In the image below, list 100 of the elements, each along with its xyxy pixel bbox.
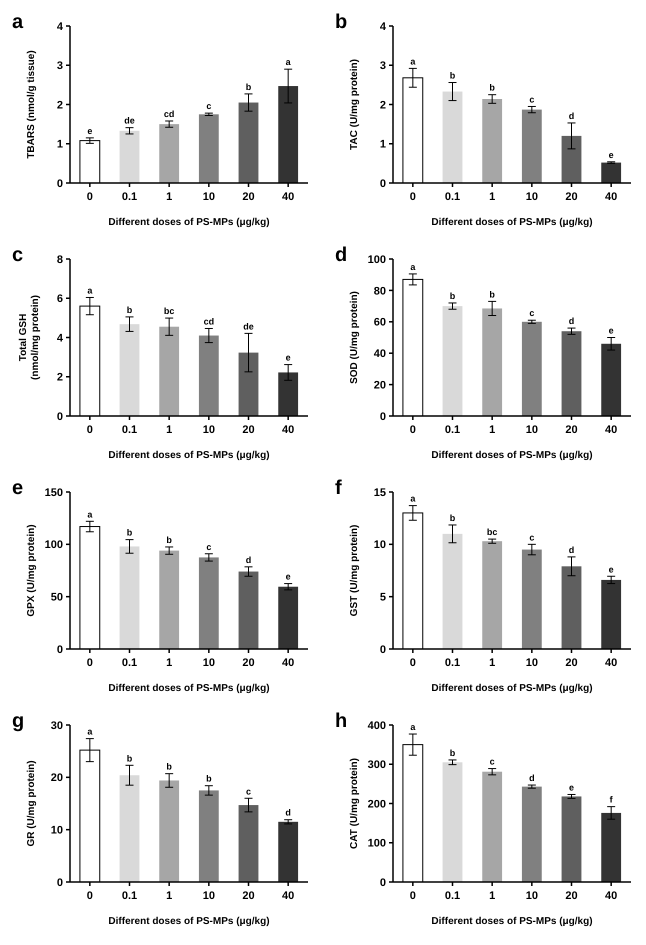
chart-title: b (335, 11, 348, 33)
x-tick-label: 40 (282, 424, 294, 436)
x-tick-label: 0.1 (444, 890, 460, 902)
annotation: a (410, 262, 416, 272)
annotation: e (286, 572, 291, 582)
x-tick-label: 1 (489, 890, 496, 902)
x-tick-label: 20 (242, 657, 255, 669)
y-tick-label: 100 (44, 539, 63, 552)
x-tick-label: 10 (202, 424, 215, 436)
annotation: c (206, 101, 212, 112)
x-tick-label: 0.1 (122, 191, 138, 203)
chart-title: a (12, 11, 24, 33)
annotation: b (126, 528, 133, 538)
annotation: b (166, 534, 172, 545)
x-tick-label: 1 (489, 424, 496, 436)
x-tick-label: 40 (605, 191, 618, 203)
y-axis-title: TAC (U/mg protein) (349, 59, 360, 150)
annotation: bc (486, 527, 498, 538)
annotation: a (87, 509, 94, 520)
chart-title: e (12, 477, 24, 499)
annotation: d (568, 316, 574, 326)
x-tick-label: 0.1 (122, 890, 138, 902)
y-tick-label: 0 (380, 644, 386, 656)
annotation: cd (164, 108, 174, 119)
x-tick-label: 20 (242, 890, 255, 902)
x-tick-label: 40 (282, 657, 294, 669)
annotation: c (529, 94, 534, 104)
x-tick-label: 0.1 (122, 657, 138, 669)
x-tick-label: 0 (410, 890, 416, 902)
x-tick-label: 0.1 (444, 191, 460, 203)
x-tick-label: 0 (86, 890, 93, 902)
annotation: d (529, 773, 535, 784)
y-tick-label: 6 (56, 293, 63, 306)
y-axis-title: CAT (U/mg protein) (349, 758, 360, 849)
annotation: b (246, 82, 252, 92)
x-tick-label: 1 (166, 657, 172, 669)
y-tick-label: 3 (380, 60, 386, 72)
x-tick-label: 20 (242, 191, 255, 203)
y-tick-label: 80 (374, 285, 386, 298)
annotation: b (450, 748, 456, 758)
x-tick-label: 0.1 (122, 424, 138, 436)
x-axis-title: Different doses of PS-MPs (μg/kg) (431, 217, 593, 228)
y-axis-title: GST (U/mg protein) (349, 524, 360, 616)
x-tick-label: 0.1 (444, 657, 460, 669)
annotation: a (410, 494, 416, 504)
x-tick-label: 0.1 (444, 424, 460, 436)
y-tick-label: 15 (374, 486, 386, 499)
x-tick-label: 20 (565, 657, 578, 669)
annotation: c (206, 542, 212, 552)
annotation: b (450, 512, 456, 523)
x-tick-label: 0 (410, 657, 416, 669)
x-axis-title: Different doses of PS-MPs (μg/kg) (431, 916, 593, 927)
y-axis-title: GR (U/mg protein) (26, 760, 37, 847)
y-tick-label: 0 (56, 644, 63, 656)
y-tick-label: 5 (380, 592, 386, 604)
x-tick-label: 10 (202, 890, 215, 902)
y-tick-label: 4 (380, 20, 387, 33)
y-tick-label: 0 (56, 178, 63, 190)
chart-title: d (335, 244, 348, 266)
y-axis-title: TBARS (nmol/g tissue) (26, 50, 37, 159)
x-tick-label: 20 (565, 191, 578, 203)
annotation: e (286, 352, 291, 363)
y-axis-title: Total GSH (nmol/mg protein) (18, 295, 41, 380)
y-tick-label: 100 (368, 254, 386, 266)
y-tick-label: 300 (368, 759, 386, 772)
y-tick-label: 100 (368, 838, 386, 850)
x-tick-label: 10 (202, 657, 215, 669)
annotation: e (568, 782, 574, 792)
annotation: b (489, 82, 496, 93)
y-tick-label: 0 (56, 876, 63, 889)
x-tick-label: 40 (282, 890, 294, 902)
y-tick-label: 1 (56, 138, 63, 151)
annotation: d (285, 808, 291, 818)
annotation: e (608, 326, 614, 336)
y-tick-label: 400 (368, 720, 386, 732)
x-tick-label: 0 (86, 191, 93, 203)
annotation: de (124, 116, 135, 126)
annotation: a (410, 722, 416, 732)
x-tick-label: 40 (605, 424, 618, 436)
y-tick-label: 40 (374, 348, 386, 360)
annotation: a (87, 726, 94, 737)
y-tick-label: 0 (56, 410, 63, 423)
annotation: b (450, 70, 456, 81)
x-tick-label: 40 (282, 191, 294, 203)
x-tick-label: 1 (166, 424, 172, 436)
y-axis-title: GPX (U/mg protein) (26, 524, 37, 617)
x-tick-label: 10 (526, 424, 538, 436)
x-tick-label: 0 (410, 191, 416, 203)
annotation: bc (164, 306, 174, 316)
annotation: d (568, 544, 574, 555)
x-tick-label: 0 (86, 424, 93, 436)
y-tick-label: 2 (56, 99, 63, 112)
y-tick-label: 10 (50, 824, 63, 837)
y-tick-label: 8 (56, 254, 63, 266)
y-axis-title: SOD (U/mg protein) (349, 291, 360, 384)
y-tick-label: 20 (374, 379, 386, 392)
x-tick-label: 10 (202, 191, 215, 203)
x-axis-title: Different doses of PS-MPs (μg/kg) (431, 450, 593, 461)
x-axis-title: Different doses of PS-MPs (μg/kg) (431, 683, 593, 694)
chart-title: f (335, 477, 342, 499)
